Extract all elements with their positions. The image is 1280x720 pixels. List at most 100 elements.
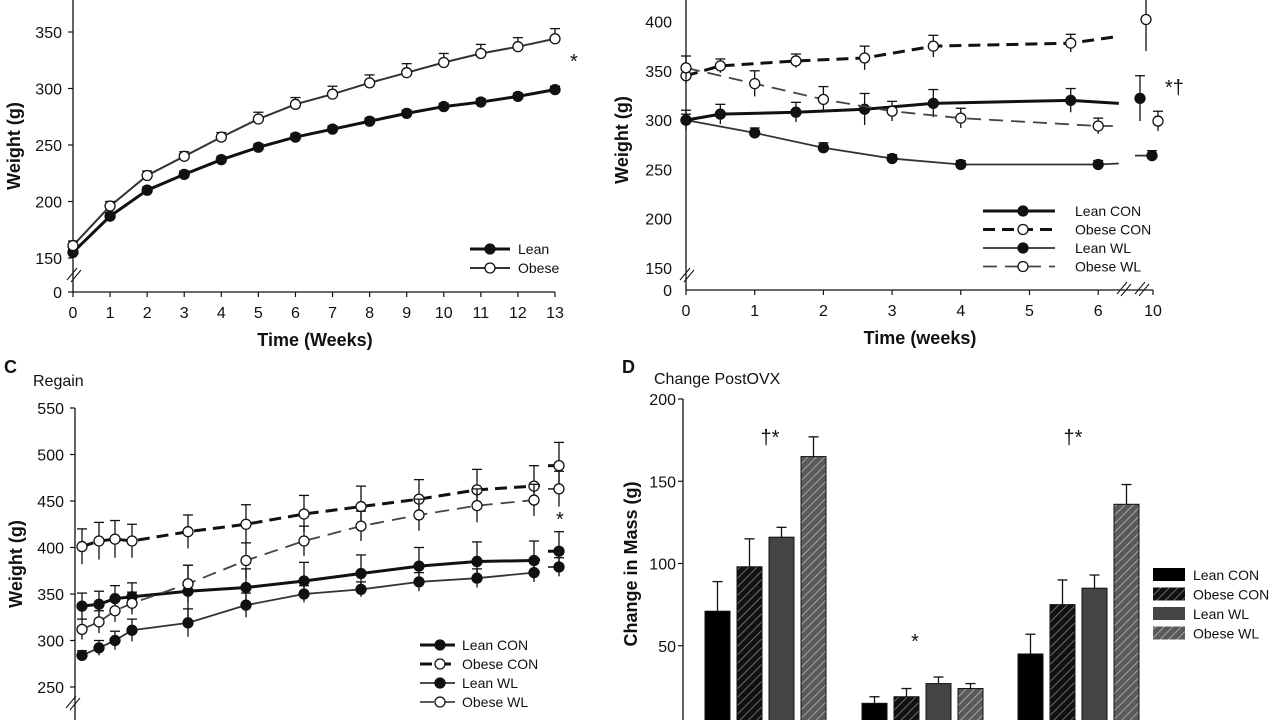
c-data-point <box>355 500 367 513</box>
d-significance-annotation: * <box>911 631 919 653</box>
b-x-axis-break <box>1120 283 1132 297</box>
b-data-point <box>886 105 898 117</box>
b-x-tick-label: 2 <box>819 303 828 320</box>
a-legend-label: Lean <box>518 241 549 257</box>
b-x-tick-label: 1 <box>750 303 759 320</box>
d-y-tick-label: 100 <box>649 557 676 574</box>
a-data-point <box>512 41 524 53</box>
a-data-point <box>401 67 413 79</box>
c-legend-label: Obese WL <box>462 694 528 710</box>
c-data-point <box>109 634 121 647</box>
a-data-point <box>512 90 524 103</box>
b-x-tick-label: 4 <box>956 303 965 320</box>
a-data-point <box>326 123 339 135</box>
d-significance-annotation: †* <box>761 427 780 449</box>
c-data-point <box>76 649 88 662</box>
b-x-tick-label: 0 <box>682 303 691 320</box>
c-data-point <box>413 576 425 588</box>
a-x-tick-label: 11 <box>473 305 490 322</box>
a-data-point <box>363 115 376 127</box>
b-data-point <box>1092 120 1104 132</box>
c-legend-label: Obese CON <box>462 656 538 672</box>
b-data-point <box>680 114 692 126</box>
d-y-axis-label: Change in Mass (g) <box>621 481 641 646</box>
a-data-point <box>438 56 450 69</box>
a-data-point <box>215 154 227 166</box>
c-panel-title: Regain <box>33 373 84 390</box>
a-data-point <box>549 83 561 96</box>
c-data-point <box>76 540 88 553</box>
a-data-point <box>141 184 153 196</box>
a-significance-annotation: * <box>570 51 578 73</box>
c-panel-label: C <box>4 357 17 377</box>
a-x-tick-label: 2 <box>143 305 152 322</box>
a-x-tick-label: 5 <box>254 305 263 322</box>
b-data-point <box>790 106 802 118</box>
c-legend-marker <box>434 677 446 689</box>
c-significance-annotation: * <box>556 509 564 531</box>
b-data-point <box>817 93 830 106</box>
d-panel-label: D <box>622 357 635 377</box>
c-data-point <box>553 483 565 495</box>
c-legend-marker <box>434 658 446 670</box>
c-y-tick-label: 250 <box>37 680 64 697</box>
b-legend-label: Lean WL <box>1075 240 1131 256</box>
b-final-point <box>1134 92 1146 105</box>
c-legend-label: Lean WL <box>462 675 518 691</box>
b-y-axis-break <box>683 269 695 283</box>
b-data-point <box>817 142 830 154</box>
c-data-point <box>528 494 540 506</box>
a-data-point <box>104 200 116 212</box>
b-data-point <box>927 97 939 109</box>
b-data-point <box>1092 158 1104 171</box>
b-legend-marker <box>1017 223 1029 236</box>
b-series-line-0 <box>685 98 1119 122</box>
a-data-point <box>178 150 190 162</box>
b-data-point <box>886 152 898 165</box>
a-data-point <box>363 77 376 89</box>
a-x-tick-label: 0 <box>69 305 78 322</box>
a-data-point <box>252 141 265 153</box>
b-y-tick-label: 250 <box>645 162 672 179</box>
c-data-point <box>471 572 483 584</box>
b-data-point <box>714 60 726 72</box>
b-y-tick-label: 200 <box>645 212 672 229</box>
c-data-point <box>413 509 425 521</box>
b-data-point <box>680 62 692 74</box>
b-y-tick-label: 0 <box>663 283 672 300</box>
d-bar <box>704 610 731 720</box>
c-y-tick-label: 300 <box>37 634 64 651</box>
a-x-tick-label: 9 <box>402 305 411 322</box>
d-legend-swatch <box>1153 568 1185 581</box>
c-data-point <box>355 583 367 595</box>
b-legend-marker <box>1017 205 1029 217</box>
a-data-point <box>215 131 227 143</box>
c-legend-marker <box>434 639 446 651</box>
c-data-point <box>240 554 252 567</box>
c-y-tick-label: 450 <box>37 494 64 511</box>
a-x-tick-label: 7 <box>328 305 337 322</box>
a-data-point <box>326 88 339 100</box>
a-legend-marker <box>484 243 496 255</box>
a-legend-marker <box>484 262 496 274</box>
b-x-axis-break <box>1116 281 1128 295</box>
c-data-point <box>240 581 252 594</box>
a-x-tick-label: 6 <box>291 305 300 322</box>
c-data-point <box>298 575 310 587</box>
c-data-point <box>182 526 194 538</box>
c-y-tick-label: 500 <box>37 448 64 465</box>
c-y-axis-break <box>69 697 81 711</box>
c-data-point <box>93 535 105 547</box>
d-legend-label: Lean CON <box>1193 567 1259 583</box>
a-x-tick-label: 12 <box>509 305 527 322</box>
b-x-tick-label: 6 <box>1094 303 1103 320</box>
a-series-line-1 <box>72 37 556 247</box>
a-data-point <box>438 100 450 113</box>
b-final-point <box>1146 149 1158 162</box>
b-data-point <box>790 55 802 67</box>
c-data-point <box>93 598 105 610</box>
c-series-line-1 <box>81 483 541 548</box>
d-legend-swatch <box>1153 587 1185 601</box>
a-data-point <box>549 33 561 45</box>
c-data-point <box>298 535 310 547</box>
